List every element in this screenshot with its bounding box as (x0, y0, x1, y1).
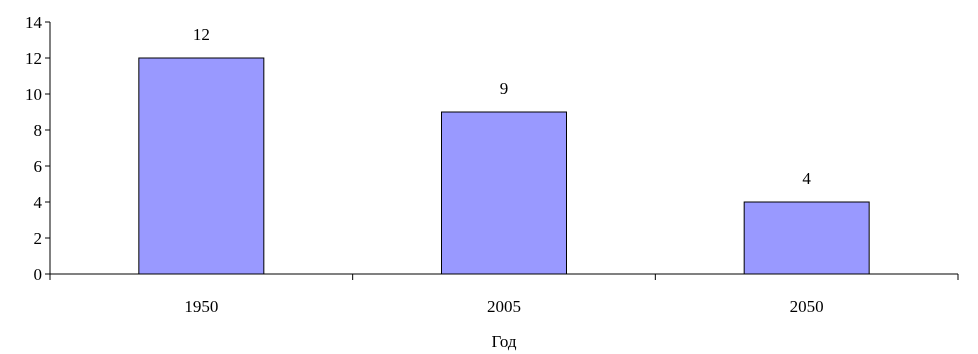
bar-value-label: 4 (802, 169, 811, 188)
data-labels: 12 9 4 (193, 25, 812, 188)
y-tick-label: 14 (25, 13, 43, 32)
bar-value-label: 12 (193, 25, 210, 44)
y-tick-label: 10 (25, 85, 42, 104)
bar (138, 57, 265, 275)
y-tick-label: 12 (25, 49, 42, 68)
x-axis-title: Год (492, 332, 517, 351)
bars (138, 57, 870, 275)
bar (743, 201, 870, 275)
x-tick-label: 2005 (487, 297, 521, 316)
y-tick-label: 4 (34, 193, 43, 212)
y-tick-label: 0 (34, 265, 43, 284)
y-tick-label: 8 (34, 121, 43, 140)
x-tick-label: 2050 (790, 297, 824, 316)
bar (441, 111, 567, 275)
x-tick-label: 1950 (184, 297, 218, 316)
y-tick-label: 6 (34, 157, 43, 176)
y-tick-label: 2 (34, 229, 43, 248)
x-axis-ticks: 1950 2005 2050 (49, 274, 959, 316)
bar-value-label: 9 (500, 79, 509, 98)
y-axis-ticks: 0 2 4 6 8 10 12 14 (25, 13, 50, 284)
